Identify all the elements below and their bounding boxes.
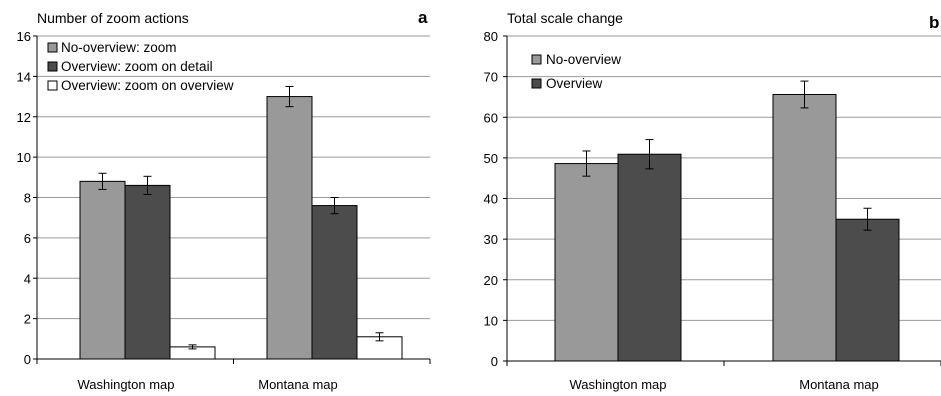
y-tick-label: 70: [484, 70, 498, 85]
bar-2-2: [311, 205, 358, 360]
legend: No-overview: zoom Overview: zoom on detai…: [47, 40, 234, 93]
bar-1-2: [772, 94, 837, 362]
error-bars: [98, 85, 384, 350]
y-tick-label: 80: [484, 29, 498, 44]
y-tick-label: 16: [17, 29, 31, 44]
bar-2-1: [617, 153, 682, 362]
error-bars: [582, 80, 872, 231]
y-tick-labels: 0 2 4 6 8 10 12 14 16: [17, 29, 31, 367]
legend-label: Overview: zoom on detail: [61, 59, 213, 74]
bar-1-2: [266, 96, 313, 360]
legend-swatch: [47, 80, 58, 91]
bar-2-1: [124, 184, 171, 360]
y-tick-label: 0: [491, 354, 498, 369]
bars: [79, 96, 403, 360]
panel-label: a: [418, 8, 428, 27]
x-category-labels: Washington map Montana map: [77, 377, 337, 392]
y-tick-label: 40: [484, 192, 498, 207]
x-category-label: Montana map: [258, 377, 338, 392]
y-tick-label: 8: [24, 191, 31, 206]
legend-swatch: [531, 54, 542, 65]
x-category-labels: Washington map Montana map: [569, 377, 878, 392]
legend-swatch: [47, 42, 58, 53]
y-tick-label: 12: [17, 110, 31, 125]
x-category-label: Washington map: [77, 377, 174, 392]
y-tick-label: 10: [484, 313, 498, 328]
y-tick-label: 20: [484, 273, 498, 288]
panel-label: b: [929, 13, 939, 32]
x-category-label: Washington map: [569, 377, 666, 392]
chart-panel-b: Total scale change b 0 10 20 30 40 50 60 70 80 W…: [484, 10, 941, 392]
y-tick-label: 6: [24, 231, 31, 246]
y-tick-label: 60: [484, 110, 498, 125]
legend-label: Overview: [546, 76, 603, 91]
chart-title: Number of zoom actions: [37, 10, 189, 26]
legend-label: No-overview: zoom: [61, 40, 177, 55]
y-tick-label: 14: [17, 69, 31, 84]
bar-1-1: [554, 163, 619, 362]
legend-swatch: [47, 61, 58, 72]
chart-panel-a: Number of zoom actions a 0 2 4 6 8 10 12 14 16 W…: [17, 8, 431, 392]
x-category-label: Montana map: [799, 377, 879, 392]
legend-swatch: [531, 78, 542, 89]
y-tick-label: 30: [484, 232, 498, 247]
y-tick-label: 0: [24, 352, 31, 367]
bar-1-1: [79, 180, 126, 360]
y-tick-label: 2: [24, 312, 31, 327]
y-tick-labels: 0 10 20 30 40 50 60 70 80: [484, 29, 498, 369]
bar-2-2: [835, 218, 900, 362]
chart-title: Total scale change: [507, 10, 623, 26]
axes: [33, 35, 431, 364]
legend-label: No-overview: [546, 52, 621, 67]
y-tick-label: 10: [17, 150, 31, 165]
legend-label: Overview: zoom on overview: [61, 78, 234, 93]
axes: [503, 35, 941, 366]
legend: No-overview Overview: [531, 52, 621, 91]
bars: [554, 94, 900, 362]
y-tick-label: 4: [24, 271, 31, 286]
y-tick-label: 50: [484, 151, 498, 166]
